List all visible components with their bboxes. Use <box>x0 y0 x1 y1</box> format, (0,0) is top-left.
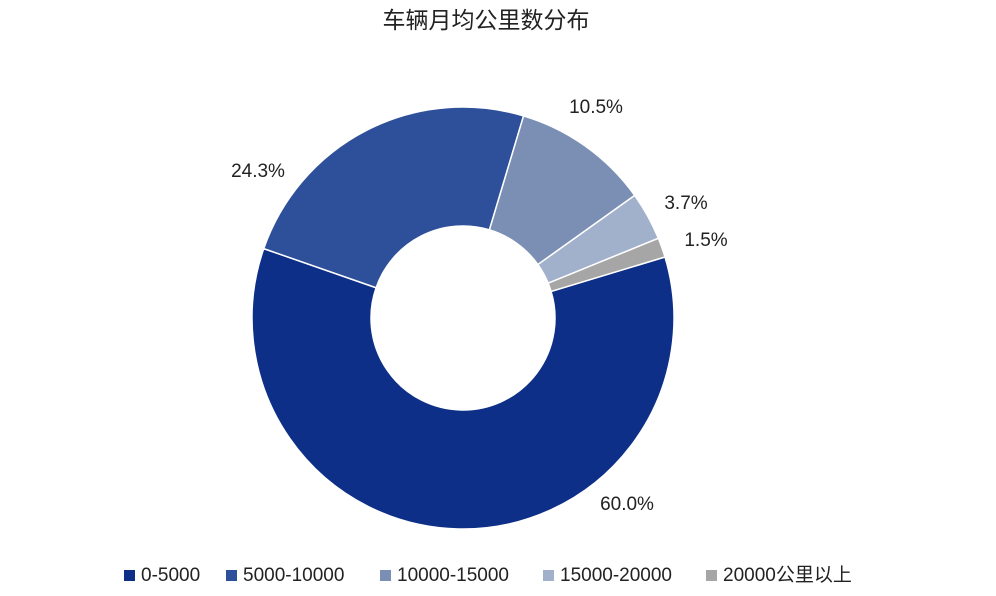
data-label: 3.7% <box>664 193 707 214</box>
chart-title: 车辆月均公里数分布 <box>383 7 590 33</box>
data-label: 60.0% <box>600 494 654 515</box>
data-label: 24.3% <box>231 161 285 182</box>
donut-slice <box>547 237 666 293</box>
legend-swatch <box>226 570 237 581</box>
legend-swatch <box>706 570 717 581</box>
data-label: 10.5% <box>569 97 623 118</box>
legend-label: 20000公里以上 <box>723 564 852 586</box>
legend-swatch <box>543 570 554 581</box>
legend-swatch <box>124 570 135 581</box>
data-label: 1.5% <box>684 230 727 251</box>
legend-label: 0-5000 <box>141 565 200 586</box>
legend-swatch <box>380 570 391 581</box>
legend-label: 15000-20000 <box>560 565 672 586</box>
donut-slice <box>251 247 675 530</box>
legend-label: 10000-15000 <box>397 565 509 586</box>
donut-slice <box>262 106 525 289</box>
legend-label: 5000-10000 <box>243 565 344 586</box>
